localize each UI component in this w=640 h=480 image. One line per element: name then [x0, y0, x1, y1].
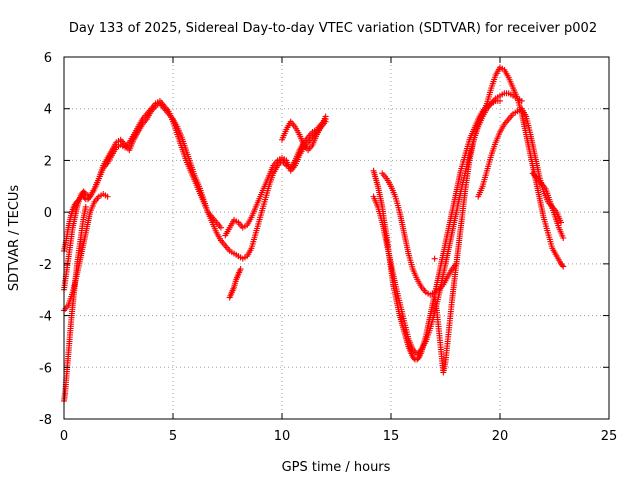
x-axis-title: GPS time / hours: [282, 460, 391, 475]
plot-frame: [63, 56, 610, 420]
series-14: [431, 255, 438, 262]
data-point: [237, 266, 244, 273]
data-point: [104, 193, 111, 200]
series-1: [61, 97, 224, 254]
axis-ticks: 0 5 10 15 20 25 -8 -6 -4 -2 0 2 4 6: [39, 51, 617, 444]
data-point: [560, 263, 567, 270]
series-12: [475, 105, 565, 226]
data-point: [560, 235, 567, 241]
data-point: [82, 203, 89, 210]
y-tick-label: 6: [44, 51, 52, 66]
x-tick-label: 10: [274, 429, 291, 444]
y-axis-title: SDTVAR / TECUs: [7, 185, 22, 292]
data-point: [81, 189, 88, 196]
y-tick-label: -4: [39, 310, 52, 325]
y-tick-label: -8: [39, 413, 52, 428]
series-6: [235, 116, 329, 262]
chart-title: Day 133 of 2025, Sidereal Day-to-day VTE…: [69, 21, 597, 36]
series-4: [226, 266, 244, 301]
y-tick-label: -6: [39, 361, 52, 376]
series-10: [379, 170, 460, 298]
y-tick-label: 2: [44, 154, 52, 169]
data-point: [558, 219, 565, 226]
data-point: [86, 194, 93, 201]
x-tick-label: 0: [60, 429, 68, 444]
series-13: [529, 170, 567, 241]
y-tick-label: 4: [44, 103, 52, 118]
series-7: [279, 113, 329, 154]
y-tick-label: -2: [39, 258, 52, 273]
data-point: [497, 97, 503, 104]
y-tick-label: 0: [44, 206, 52, 221]
data-point: [217, 224, 224, 231]
data-point: [415, 355, 422, 362]
x-tick-label: 5: [169, 429, 177, 444]
x-tick-label: 20: [492, 429, 509, 444]
x-tick-label: 15: [383, 429, 400, 444]
data-point: [431, 255, 438, 262]
grid-lines: [64, 57, 609, 419]
x-tick-label: 25: [601, 429, 618, 444]
data-point: [559, 262, 566, 269]
data-point: [322, 113, 329, 120]
data-points: [61, 64, 567, 404]
series-3: [61, 191, 111, 314]
